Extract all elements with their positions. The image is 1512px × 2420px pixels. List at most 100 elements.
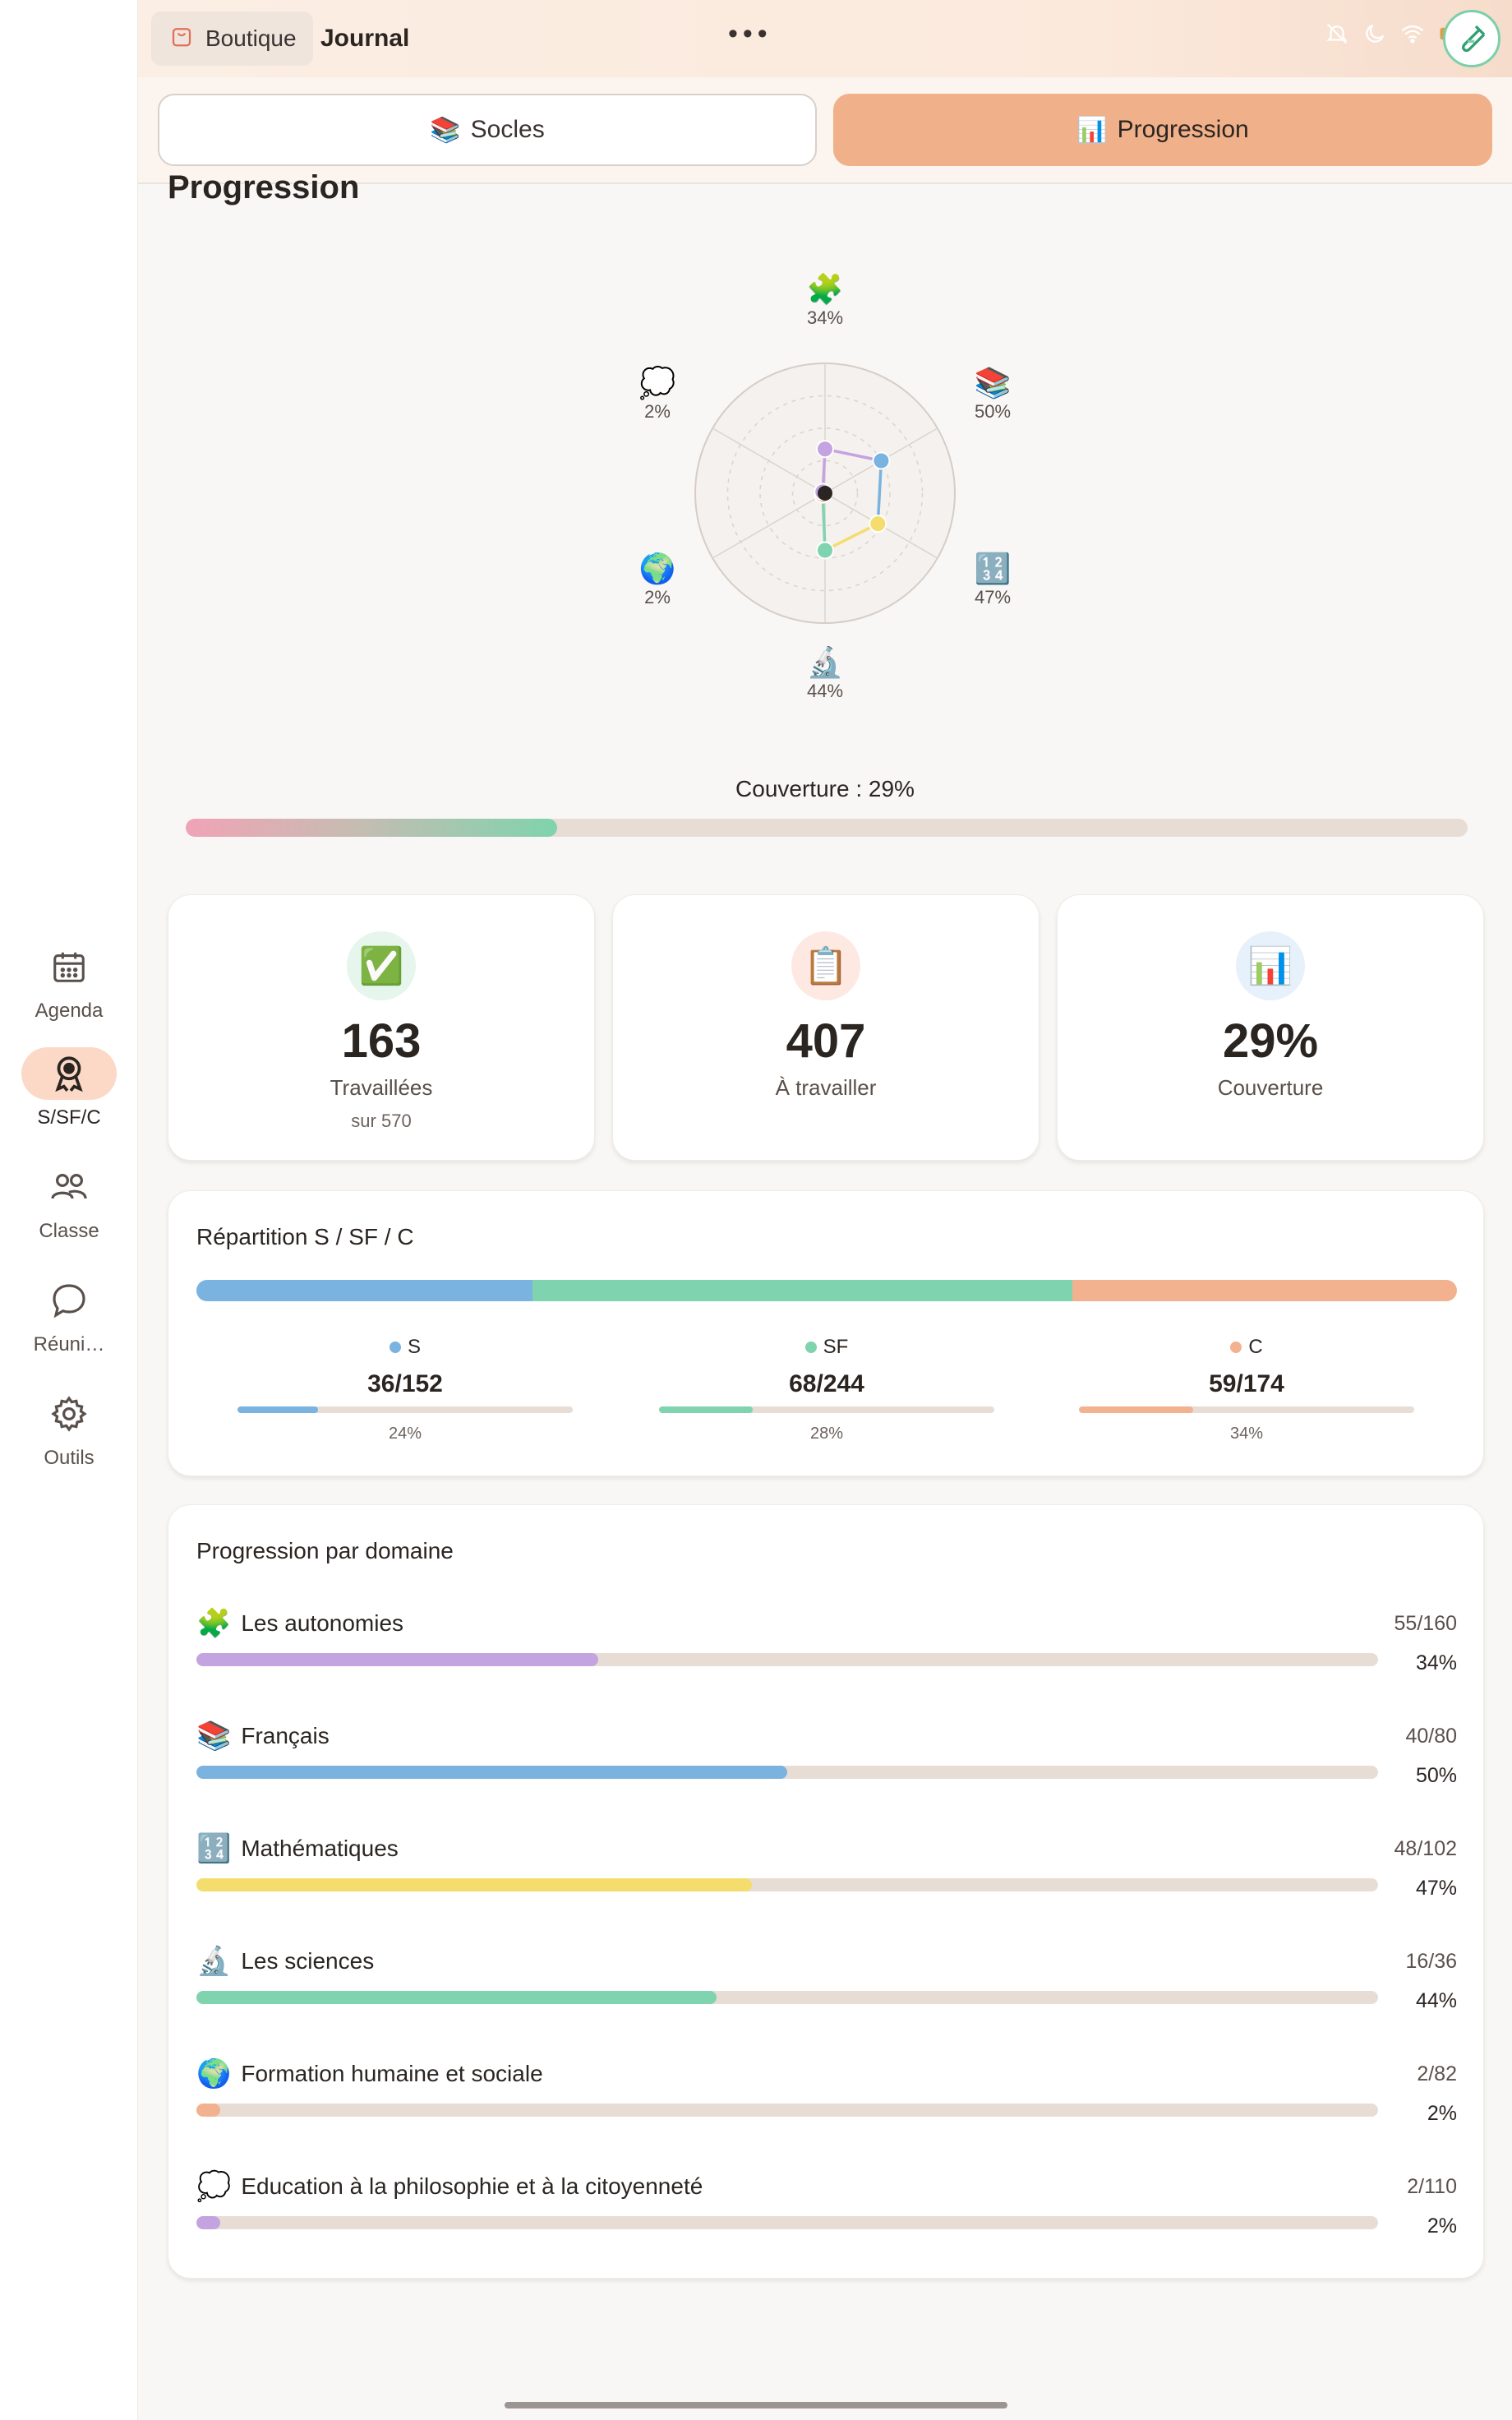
domain-row-philosophie: 💭 Education à la philosophie et à la cito…: [196, 2170, 1457, 2261]
repartition-fraction: 36/152: [367, 1370, 443, 1397]
moon-icon: [1362, 21, 1387, 46]
tab-socles-label: Socles: [470, 116, 545, 143]
domain-progress: [196, 1878, 1378, 1891]
nav-label: Outils: [44, 1447, 94, 1469]
nav-s-sf-c[interactable]: S/SF/C: [0, 1047, 138, 1129]
domain-name: Education à la philosophie et à la citoy…: [241, 2173, 703, 2199]
users-icon: [21, 1161, 117, 1213]
books-icon: 📚: [430, 116, 461, 144]
legend-dot: [1230, 1342, 1242, 1353]
repartition-sf: SF 68/244 28%: [659, 1336, 994, 1443]
nav-label: Classe: [39, 1220, 99, 1242]
domain-progress-fill: [196, 1766, 787, 1779]
radar-edge: [824, 522, 879, 552]
globe-icon: 🌍: [638, 552, 676, 585]
repartition-segment-sf: [532, 1280, 1072, 1301]
radar-label-philosophie: 💭 2%: [616, 365, 698, 423]
nav-outils[interactable]: Outils: [0, 1388, 138, 1470]
domain-count: 40/80: [1405, 1725, 1457, 1748]
radar-edge: [821, 494, 827, 551]
domain-progress-fill: [196, 2104, 220, 2117]
domain-count: 55/160: [1394, 1612, 1457, 1635]
stat-card-a-travailler: 📋 407 À travailler: [612, 894, 1040, 1161]
mini-progress-fill: [237, 1406, 318, 1413]
repartition-fraction: 68/244: [789, 1370, 864, 1397]
domain-percent: 2%: [1427, 2102, 1457, 2125]
domain-percent: 47%: [1415, 1877, 1457, 1900]
stat-label: Couverture: [1217, 1075, 1324, 1100]
segmented-control: 📚 Socles 📊 Progression: [138, 77, 1512, 184]
domain-count: 16/36: [1405, 1950, 1457, 1973]
nav-label: S/SF/C: [37, 1106, 101, 1129]
stat-card-couverture: 📊 29% Couverture: [1057, 894, 1484, 1161]
tab-socles[interactable]: 📚 Socles: [158, 94, 817, 166]
home-indicator[interactable]: [505, 2402, 1007, 2408]
stat-card-travaillees: ✅ 163 Travaillées sur 570: [168, 894, 595, 1161]
domain-progress: [196, 2216, 1378, 2229]
domain-progress-title: Progression par domaine: [196, 1538, 454, 1563]
radar-grid-ring: [791, 460, 859, 527]
domain-percent: 44%: [1415, 1989, 1457, 2012]
radar-axis: [712, 427, 826, 494]
radar-label-autonomies: 🧩 34%: [784, 271, 866, 329]
mini-progress: [1079, 1406, 1414, 1413]
repartition-stacked-bar: [196, 1280, 1457, 1301]
boutique-tab[interactable]: Boutique: [151, 12, 313, 66]
legend-label: S: [407, 1336, 421, 1358]
domain-row-francais: 📚 Français 40/80 50%: [196, 1720, 1457, 1810]
domain-percent: 34%: [1415, 1651, 1457, 1674]
radar-point: [816, 440, 834, 459]
top-bar: Boutique Journal •••: [138, 0, 1512, 77]
legend-label: SF: [823, 1336, 849, 1358]
repartition-title: Répartition S / SF / C: [196, 1224, 414, 1249]
calendar-icon: [21, 940, 117, 993]
boutique-label: Boutique: [205, 25, 297, 51]
tab-progression[interactable]: 📊 Progression: [833, 94, 1492, 166]
radar-pct: 50%: [974, 401, 1012, 422]
coverage-fill: [186, 819, 558, 837]
stat-sub: sur 570: [351, 1111, 412, 1131]
domain-name: Mathématiques: [241, 1836, 399, 1861]
globe-icon: 🌍: [196, 2058, 232, 2090]
repartition-s: S 36/152 24%: [237, 1336, 573, 1443]
microscope-icon: 🔬: [806, 645, 844, 679]
radar-edge: [876, 460, 883, 524]
domain-progress-fill: [196, 1991, 717, 2004]
repartition-card: Répartition S / SF / C S 36/152 24% SF 6…: [168, 1190, 1484, 1476]
radar-svg: [694, 363, 956, 624]
nav-agenda[interactable]: Agenda: [0, 940, 138, 1023]
repartition-c: C 59/174 34%: [1079, 1336, 1414, 1443]
domain-row-mathematiques: 🔢 Mathématiques 48/102 47%: [196, 1832, 1457, 1923]
repartition-fraction: 59/174: [1209, 1370, 1284, 1397]
award-icon: [21, 1047, 117, 1100]
mini-progress: [659, 1406, 994, 1413]
nav-classe[interactable]: Classe: [0, 1161, 138, 1243]
nav-reunion[interactable]: Réuni…: [0, 1274, 138, 1356]
legend-dot: [389, 1342, 401, 1353]
radar-pct: 34%: [806, 307, 844, 328]
sidebar: Agenda S/SF/C Classe Réuni… Outils: [0, 0, 138, 2420]
radar-label-formation: 🌍 2%: [616, 551, 698, 608]
numbers-icon: 🔢: [196, 1833, 232, 1864]
radar-chart: 🧩 34% 📚 50% 🔢 47% 🔬 44% 🌍 2% 💭 2%: [138, 247, 1512, 740]
radar-pct: 2%: [644, 401, 671, 422]
more-options-icon[interactable]: •••: [728, 18, 772, 49]
shopping-bag-icon: [169, 24, 194, 54]
numbers-icon: 🔢: [974, 552, 1012, 585]
domain-name: Les autonomies: [241, 1610, 404, 1636]
nav-label: Réuni…: [33, 1333, 105, 1355]
books-icon: 📚: [974, 366, 1012, 399]
mini-progress-fill: [659, 1406, 754, 1413]
radar-center: [818, 486, 832, 501]
bell-off-icon: [1325, 21, 1349, 46]
microscope-icon: 🔬: [196, 1946, 232, 1977]
journal-tab[interactable]: Journal: [320, 25, 410, 52]
flask-icon[interactable]: [1443, 10, 1500, 67]
clipboard-icon: 📋: [791, 931, 860, 1000]
radar-pct: 47%: [974, 587, 1012, 607]
radar-label-francais: 📚 50%: [952, 365, 1034, 423]
domain-name: Français: [241, 1723, 330, 1748]
repartition-percent: 28%: [809, 1425, 844, 1443]
check-icon: ✅: [347, 931, 416, 1000]
stat-value: 163: [341, 1014, 422, 1068]
